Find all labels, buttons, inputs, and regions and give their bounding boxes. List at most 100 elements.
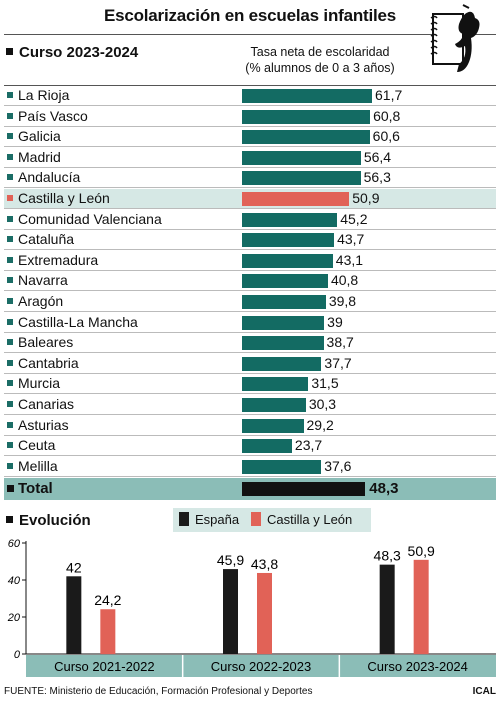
cyl-value: 24,2	[94, 592, 121, 608]
spain-bar	[379, 564, 395, 654]
row-separator	[4, 455, 496, 457]
square-icon	[6, 515, 13, 523]
source-footer: FUENTE: Ministerio de Educación, Formaci…	[4, 686, 313, 697]
region-label: Ceuta	[18, 437, 56, 454]
region-label: Murcia	[18, 375, 61, 392]
region-bar	[242, 171, 361, 186]
total-bar	[242, 482, 366, 496]
region-value: 31,5	[311, 375, 339, 392]
child-writing-illustration	[430, 4, 480, 72]
y-tick-label: 60	[8, 538, 21, 550]
bar-row: Asturias 29,2	[4, 416, 496, 436]
region-bar	[242, 356, 322, 371]
spain-bar	[223, 569, 238, 654]
row-square-icon	[7, 462, 13, 469]
region-bar	[242, 212, 338, 227]
row-square-icon	[7, 442, 13, 449]
y-tick-label: 20	[7, 612, 21, 624]
region-bar	[242, 233, 335, 248]
row-square-icon	[7, 318, 13, 325]
region-value: 37,7	[324, 354, 352, 371]
row-square-icon	[7, 195, 13, 201]
row-separator	[4, 352, 496, 354]
row-separator	[4, 228, 496, 230]
row-separator	[4, 269, 496, 271]
cyl-bar	[257, 572, 272, 654]
bar-row: Castilla-La Mancha 39	[4, 313, 496, 333]
spain-value: 48,3	[374, 548, 401, 564]
spain-value: 42	[66, 559, 82, 575]
spain-value: 45,9	[217, 552, 244, 568]
subtitle-line-2: (% alumnos de 0 a 3 años)	[245, 61, 395, 75]
region-value: 39,8	[328, 293, 357, 309]
row-separator	[4, 208, 496, 209]
bar-row: Cantabria 37,7	[4, 354, 496, 374]
bar-row: Comunidad Valenciana 45,2	[4, 210, 496, 230]
spain-bar	[66, 576, 82, 654]
y-tick-label: 0	[14, 649, 21, 661]
region-bar	[242, 89, 372, 103]
row-square-icon	[7, 359, 13, 366]
region-bar	[242, 418, 304, 433]
region-value: 40,8	[330, 272, 359, 289]
row-separator	[4, 290, 496, 292]
row-square-icon	[7, 112, 13, 119]
legend-label-cyl: Castilla y León	[267, 512, 353, 527]
row-separator	[4, 331, 496, 333]
evolution-chart: 0 20 40 60 Curso 2021-2022 42 24,2 Curso 2022-2…	[7, 538, 496, 677]
region-label: Castilla y León	[18, 190, 110, 206]
bar-row: País Vasco 60,8	[4, 107, 496, 127]
row-separator	[4, 414, 496, 415]
row-square-icon	[7, 153, 13, 160]
region-label: Aragón	[18, 293, 64, 309]
region-label: Melilla	[18, 457, 58, 474]
header-rule	[4, 85, 496, 86]
row-separator	[4, 434, 496, 436]
region-label: Asturias	[18, 416, 69, 433]
row-square-icon	[7, 92, 13, 98]
region-bar	[242, 315, 325, 330]
section-current-label: Curso 2023-2024	[19, 44, 139, 61]
category-label: Curso 2021-2022	[54, 659, 154, 674]
cyl-value: 50,9	[408, 543, 435, 559]
agency-credit: ICAL	[472, 686, 496, 697]
legend-swatch-cyl	[251, 512, 261, 526]
region-bar	[242, 192, 350, 206]
region-value: 39	[327, 313, 343, 330]
row-separator	[4, 146, 496, 148]
region-label: Cataluña	[18, 231, 75, 248]
row-separator	[4, 372, 496, 374]
row-square-icon	[7, 421, 13, 428]
row-square-icon	[7, 256, 13, 263]
region-bar	[242, 295, 326, 309]
row-square-icon	[7, 401, 13, 407]
row-separator	[4, 249, 496, 251]
row-square-icon	[7, 277, 13, 284]
total-square-icon	[7, 485, 14, 492]
cyl-bar	[413, 559, 429, 654]
bar-row: Ceuta 23,7	[4, 436, 496, 457]
row-separator	[4, 166, 496, 168]
region-value: 43,7	[337, 231, 365, 248]
region-value: 61,7	[375, 87, 403, 103]
section-evolution-label: Evolución	[19, 512, 91, 529]
region-value: 60,8	[373, 107, 401, 124]
bar-row: Castilla y León 50,9	[4, 189, 496, 209]
region-label: La Rioja	[18, 87, 70, 103]
row-square-icon	[7, 298, 13, 304]
bar-row: Canarias 30,3	[4, 395, 496, 415]
region-label: Navarra	[18, 272, 68, 289]
bar-row: Andalucía 56,3	[4, 168, 496, 189]
bar-row: La Rioja 61,7	[4, 86, 496, 106]
region-bar	[242, 150, 361, 165]
region-label: Canarias	[18, 396, 75, 412]
bar-row: Extremadura 43,1	[4, 251, 496, 271]
region-value: 56,3	[363, 169, 391, 186]
region-label: Cantabria	[18, 354, 79, 371]
title-rule	[4, 34, 496, 35]
region-value: 23,7	[294, 437, 323, 454]
region-bar	[242, 336, 324, 351]
row-separator	[4, 125, 496, 127]
region-bar	[242, 253, 333, 268]
legend-label-spain: España	[195, 512, 240, 527]
